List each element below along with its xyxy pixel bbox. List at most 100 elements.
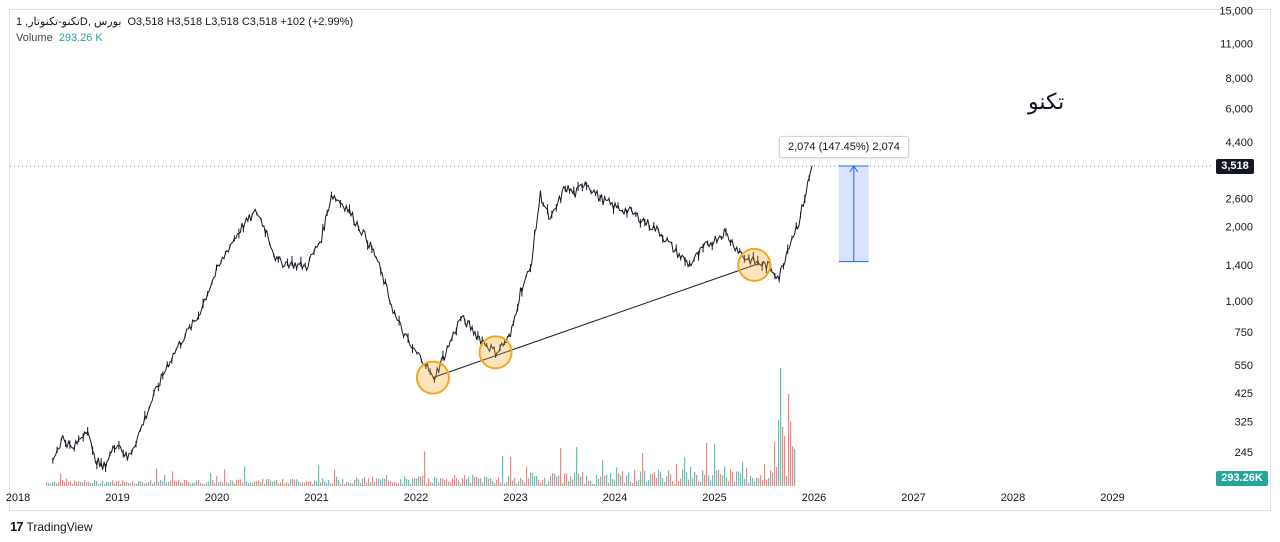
volume-bar bbox=[746, 467, 748, 486]
volume-bar bbox=[636, 480, 638, 486]
volume-bar bbox=[704, 474, 706, 486]
volume-bar bbox=[596, 474, 598, 486]
volume-bar bbox=[384, 478, 386, 486]
volume-bar bbox=[204, 483, 206, 486]
volume-bar bbox=[136, 483, 138, 486]
volume-bar bbox=[202, 483, 204, 486]
volume-bar bbox=[60, 473, 62, 486]
volume-bar bbox=[282, 479, 284, 486]
volume-bar bbox=[436, 477, 438, 486]
volume-bar bbox=[478, 478, 480, 486]
volume-bar bbox=[462, 478, 464, 486]
volume-bar bbox=[140, 480, 142, 486]
volume-bar bbox=[200, 482, 202, 486]
volume-bar bbox=[528, 478, 530, 486]
volume-bar bbox=[512, 480, 514, 486]
volume-bar bbox=[234, 483, 236, 486]
volume-bar bbox=[122, 480, 124, 486]
volume-bar bbox=[170, 480, 172, 486]
price-axis-tick-label: 15,000 bbox=[1219, 5, 1253, 17]
volume-bar bbox=[164, 475, 166, 486]
volume-bar bbox=[166, 482, 168, 486]
tradingview-logo-text: TradingView bbox=[26, 519, 93, 534]
volume-bar bbox=[272, 481, 274, 486]
volume-bar bbox=[408, 479, 410, 486]
volume-bar bbox=[314, 480, 316, 486]
volume-bar bbox=[146, 482, 148, 486]
volume-bar bbox=[220, 480, 222, 486]
volume-bar bbox=[84, 480, 86, 486]
legend-volume-label[interactable]: Volume bbox=[16, 32, 53, 44]
volume-badge: 293.26K bbox=[1216, 471, 1268, 486]
volume-bar bbox=[780, 368, 782, 486]
volume-bar bbox=[744, 478, 746, 486]
volume-bar bbox=[702, 470, 704, 486]
volume-bar bbox=[774, 441, 776, 486]
highlight-circle[interactable] bbox=[478, 335, 513, 370]
volume-bar bbox=[654, 471, 656, 486]
price-series-line[interactable] bbox=[52, 165, 813, 470]
volume-bar bbox=[418, 476, 420, 486]
highlight-circle[interactable] bbox=[737, 247, 772, 282]
volume-bar bbox=[176, 481, 178, 486]
volume-bar bbox=[366, 482, 368, 486]
price-axis-tick-label: 2,000 bbox=[1225, 222, 1253, 234]
volume-bar bbox=[648, 479, 650, 486]
price-axis-tick-label: 425 bbox=[1235, 388, 1253, 400]
chart-annotation-title[interactable]: تکنو bbox=[1028, 90, 1065, 115]
volume-bar bbox=[116, 481, 118, 486]
time-axis-tick-label: 2027 bbox=[901, 492, 925, 504]
volume-bar bbox=[404, 476, 406, 486]
volume-bar bbox=[692, 478, 694, 486]
volume-bar bbox=[606, 474, 608, 486]
tradingview-logo[interactable]: 17 TradingView bbox=[10, 519, 93, 534]
volume-bar bbox=[676, 464, 678, 486]
volume-bar bbox=[484, 476, 486, 486]
volume-bar bbox=[346, 481, 348, 486]
volume-bar bbox=[78, 481, 80, 486]
time-axis-tick-label: 2018 bbox=[6, 492, 30, 504]
volume-bar bbox=[632, 483, 634, 486]
highlight-circle[interactable] bbox=[415, 360, 450, 395]
trendline[interactable] bbox=[432, 262, 760, 379]
volume-bar bbox=[578, 473, 580, 486]
volume-bar bbox=[386, 474, 388, 486]
volume-bar bbox=[218, 482, 220, 486]
time-axis-tick-label: 2021 bbox=[304, 492, 328, 504]
volume-bar bbox=[732, 471, 734, 486]
volume-bar bbox=[538, 479, 540, 486]
chart-frame[interactable] bbox=[9, 9, 1271, 511]
volume-bar bbox=[344, 483, 346, 486]
volume-bar bbox=[238, 479, 240, 486]
volume-bar bbox=[350, 483, 352, 486]
volume-bar bbox=[284, 483, 286, 486]
volume-bar bbox=[552, 473, 554, 486]
volume-bar bbox=[546, 483, 548, 486]
volume-bar bbox=[540, 482, 542, 486]
volume-bar bbox=[602, 460, 604, 486]
volume-bar bbox=[244, 466, 246, 486]
volume-bar bbox=[126, 481, 128, 486]
volume-bar bbox=[320, 482, 322, 486]
volume-bar bbox=[156, 468, 158, 486]
volume-bar bbox=[710, 480, 712, 486]
legend-symbol[interactable]: تکنو-تکنوتار, 1D, بورس bbox=[16, 16, 122, 28]
legend-ohlc: O3,518 H3,518 L3,518 C3,518 +102 (+2.99%… bbox=[127, 16, 354, 28]
volume-bar bbox=[352, 483, 354, 486]
volume-bar bbox=[730, 468, 732, 486]
price-axis-tick-label: 2,600 bbox=[1225, 193, 1253, 205]
volume-bar bbox=[316, 481, 318, 486]
volume-bar bbox=[232, 480, 234, 486]
volume-bar bbox=[138, 480, 140, 486]
volume-bar bbox=[726, 477, 728, 486]
volume-bar bbox=[672, 481, 674, 486]
volume-bar bbox=[182, 482, 184, 486]
volume-bar bbox=[790, 421, 792, 486]
volume-bar bbox=[502, 456, 504, 486]
volume-bar bbox=[268, 478, 270, 486]
volume-bar bbox=[534, 476, 536, 486]
legend: تکنو-تکنوتار, 1D, بورس O3,518 H3,518 L3,… bbox=[16, 14, 353, 46]
volume-bar bbox=[230, 480, 232, 486]
volume-bar bbox=[180, 482, 182, 486]
